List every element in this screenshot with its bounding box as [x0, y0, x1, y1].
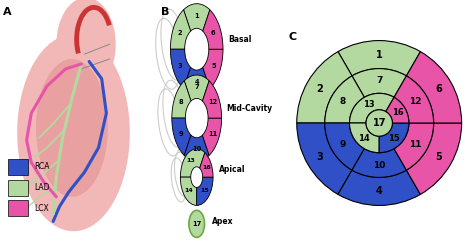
Circle shape [189, 210, 204, 237]
Wedge shape [297, 52, 352, 123]
Wedge shape [338, 41, 420, 76]
Text: 5: 5 [435, 152, 442, 162]
Text: 16: 16 [202, 165, 211, 170]
Text: B: B [161, 7, 170, 17]
Text: 9: 9 [179, 131, 183, 137]
Wedge shape [180, 177, 197, 205]
Text: 3: 3 [317, 152, 323, 162]
Wedge shape [386, 97, 409, 123]
Text: 12: 12 [410, 97, 422, 107]
Text: 7: 7 [194, 84, 199, 90]
Text: 4: 4 [194, 79, 199, 85]
Wedge shape [172, 81, 191, 118]
Wedge shape [297, 123, 352, 194]
Text: 1: 1 [194, 13, 199, 19]
Ellipse shape [36, 59, 108, 197]
Text: A: A [3, 7, 12, 17]
Text: 7: 7 [376, 77, 383, 85]
Text: Basal: Basal [228, 35, 252, 44]
Wedge shape [338, 170, 420, 205]
Wedge shape [325, 123, 365, 170]
Text: 8: 8 [179, 99, 183, 105]
Text: Apex: Apex [211, 217, 233, 226]
Text: 16: 16 [392, 108, 404, 117]
Text: 17: 17 [192, 221, 201, 227]
Wedge shape [202, 118, 221, 155]
Text: C: C [289, 32, 297, 42]
Text: 13: 13 [187, 158, 195, 163]
Wedge shape [203, 10, 223, 49]
Text: 3: 3 [178, 63, 182, 69]
Text: 11: 11 [410, 139, 422, 149]
Text: 12: 12 [208, 99, 217, 105]
Text: Mid-Cavity: Mid-Cavity [226, 104, 272, 113]
Text: 17: 17 [373, 118, 386, 128]
Text: 13: 13 [363, 100, 374, 109]
Text: 9: 9 [339, 139, 346, 149]
Text: 2: 2 [178, 30, 182, 36]
Text: 1: 1 [376, 50, 383, 60]
Wedge shape [349, 93, 394, 123]
Bar [8, 200, 28, 216]
Wedge shape [172, 118, 191, 155]
Wedge shape [394, 123, 434, 170]
Text: 10: 10 [192, 146, 201, 153]
Bar [8, 180, 28, 196]
Wedge shape [183, 4, 210, 31]
Wedge shape [184, 75, 209, 101]
Text: LCX: LCX [35, 204, 49, 213]
Text: 11: 11 [208, 131, 217, 137]
Text: 15: 15 [200, 188, 209, 193]
Wedge shape [379, 123, 409, 153]
Wedge shape [170, 49, 191, 89]
Wedge shape [406, 52, 462, 123]
Text: 14: 14 [184, 188, 193, 193]
Wedge shape [180, 149, 205, 177]
Text: RCA: RCA [35, 162, 50, 171]
Wedge shape [170, 10, 191, 49]
Ellipse shape [56, 0, 116, 91]
Wedge shape [325, 76, 365, 123]
Ellipse shape [17, 34, 130, 231]
Wedge shape [352, 149, 406, 177]
Wedge shape [202, 81, 221, 118]
Text: 4: 4 [376, 186, 383, 196]
Text: 10: 10 [373, 161, 385, 169]
Wedge shape [349, 123, 379, 153]
Wedge shape [184, 135, 209, 161]
Wedge shape [203, 49, 223, 89]
Wedge shape [197, 177, 213, 205]
Text: 5: 5 [211, 63, 216, 69]
Text: 2: 2 [317, 84, 323, 94]
Wedge shape [394, 76, 434, 123]
Text: 8: 8 [340, 97, 346, 107]
Bar [8, 159, 28, 175]
Wedge shape [352, 69, 406, 97]
Text: 14: 14 [358, 134, 370, 143]
Wedge shape [406, 123, 462, 194]
Wedge shape [183, 67, 210, 95]
Circle shape [366, 110, 392, 136]
Text: 6: 6 [435, 84, 442, 94]
Text: LAD: LAD [35, 183, 50, 192]
Text: 6: 6 [211, 30, 216, 36]
Text: 15: 15 [389, 134, 400, 143]
Wedge shape [200, 153, 213, 177]
Text: Apical: Apical [219, 165, 245, 174]
